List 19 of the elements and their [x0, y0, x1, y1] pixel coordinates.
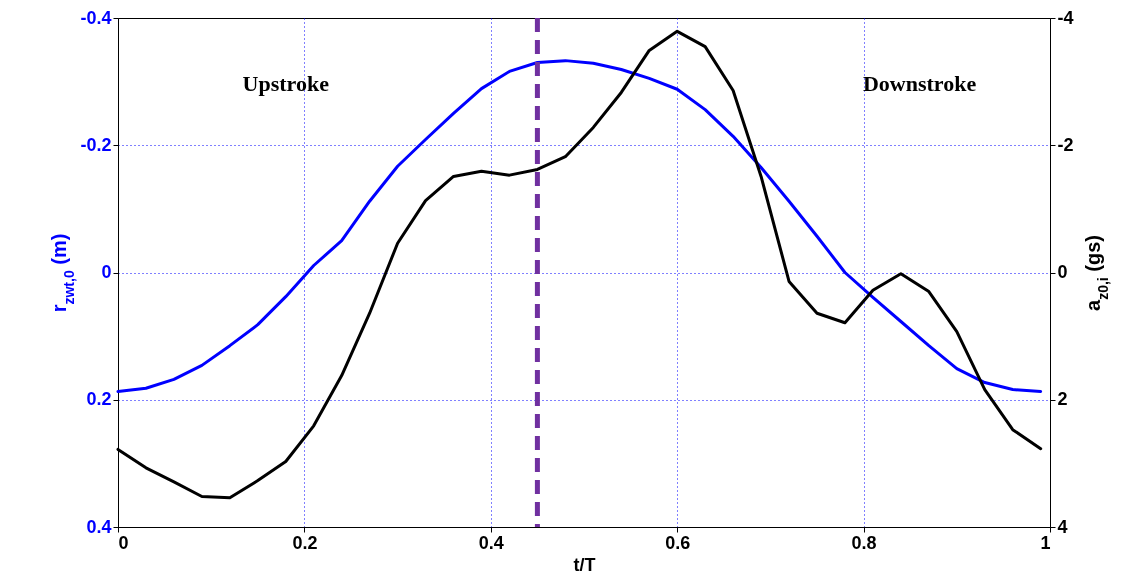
y2-tick-label: 2 [1057, 389, 1068, 410]
y-tick-label: 0 [101, 262, 112, 282]
x-tick-label: 0.4 [478, 532, 504, 553]
y2-tick-label: -2 [1057, 134, 1074, 155]
y-tick-label: 0.2 [86, 389, 112, 410]
x-tick-label: 0.2 [292, 532, 318, 553]
x-tick-label: 0.6 [665, 532, 691, 553]
annotation: Downstroke [862, 71, 977, 97]
x-axis-title: t/T [573, 554, 596, 575]
x-tick-label: 0 [118, 532, 129, 553]
y-tick-label: -0.4 [80, 7, 112, 28]
y2-tick-label: 4 [1057, 516, 1068, 537]
annotation: Upstroke [242, 71, 330, 97]
y-tick-label: -0.2 [80, 134, 112, 155]
x-tick-label: 1 [1040, 532, 1051, 553]
y-tick-label: 0.4 [86, 516, 112, 537]
x-tick-label: 0.8 [851, 532, 877, 553]
y2-tick-label: -4 [1057, 7, 1074, 28]
y2-tick-label: 0 [1057, 262, 1068, 282]
